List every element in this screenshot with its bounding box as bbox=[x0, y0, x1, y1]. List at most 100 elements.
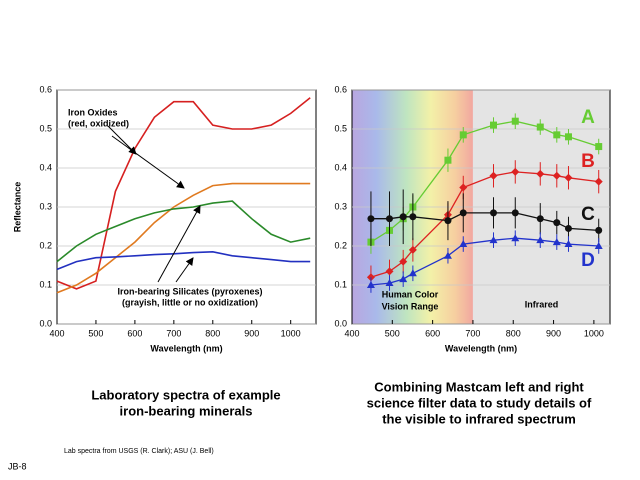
marker bbox=[385, 279, 394, 287]
marker bbox=[443, 251, 452, 259]
region-label: Vision Range bbox=[382, 301, 439, 311]
marker bbox=[594, 177, 603, 186]
marker bbox=[536, 123, 544, 131]
x-axis-label: Wavelength (nm) bbox=[445, 343, 517, 353]
annotation-arrow bbox=[107, 125, 137, 155]
series bbox=[56, 250, 311, 271]
x-tick-label: 600 bbox=[127, 328, 142, 338]
y-tick-label: 0.4 bbox=[334, 162, 347, 172]
x-tick-label: 700 bbox=[465, 328, 480, 338]
x-tick-label: 600 bbox=[425, 328, 440, 338]
series bbox=[366, 160, 603, 289]
slide-id: JB-8 bbox=[8, 461, 27, 471]
marker bbox=[511, 234, 520, 242]
y-tick-label: 0.5 bbox=[334, 123, 347, 133]
x-tick-label: 500 bbox=[385, 328, 400, 338]
y-tick-label: 0.1 bbox=[39, 279, 52, 289]
caption: the visible to infrared spectrum bbox=[382, 411, 576, 426]
x-tick-label: 1000 bbox=[584, 328, 604, 338]
marker bbox=[564, 173, 573, 182]
legend-label: A bbox=[581, 107, 595, 128]
x-tick-label: 800 bbox=[205, 328, 220, 338]
marker bbox=[511, 117, 519, 125]
marker bbox=[536, 169, 545, 178]
marker bbox=[536, 215, 544, 223]
marker bbox=[511, 167, 520, 176]
series bbox=[366, 230, 603, 293]
marker bbox=[552, 238, 561, 246]
marker bbox=[536, 236, 545, 244]
y-tick-label: 0.6 bbox=[334, 84, 347, 94]
legend-label: D bbox=[581, 250, 595, 271]
marker bbox=[408, 245, 417, 254]
caption: Combining Mastcam left and right bbox=[374, 379, 584, 394]
legend-label: B bbox=[581, 151, 595, 172]
x-tick-label: 800 bbox=[506, 328, 521, 338]
y-tick-label: 0.3 bbox=[334, 201, 347, 211]
series-line bbox=[56, 182, 311, 294]
series-line bbox=[56, 250, 311, 271]
region-label: Infrared bbox=[525, 299, 559, 309]
marker bbox=[564, 133, 572, 141]
annotation-arrow bbox=[157, 205, 201, 283]
annotation: Iron-bearing Silicates (pyroxenes) bbox=[117, 286, 262, 296]
x-tick-label: 400 bbox=[49, 328, 64, 338]
y-tick-label: 0.2 bbox=[334, 240, 347, 250]
series-line bbox=[56, 200, 311, 263]
caption: science filter data to study details of bbox=[367, 395, 592, 410]
series bbox=[367, 189, 603, 246]
marker bbox=[399, 257, 408, 266]
y-tick-label: 0.0 bbox=[39, 318, 52, 328]
series-line bbox=[56, 97, 311, 290]
y-tick-label: 0.0 bbox=[334, 318, 347, 328]
marker bbox=[489, 121, 497, 129]
x-tick-label: 900 bbox=[546, 328, 561, 338]
marker bbox=[552, 171, 561, 180]
annotation: Iron Oxides bbox=[68, 107, 118, 117]
series bbox=[56, 97, 311, 290]
marker bbox=[399, 275, 408, 283]
marker bbox=[444, 217, 452, 225]
marker bbox=[459, 240, 468, 248]
y-tick-label: 0.2 bbox=[39, 240, 52, 250]
annotation: (red, oxidized) bbox=[68, 118, 129, 128]
footnote: Lab spectra from USGS (R. Clark); ASU (J… bbox=[64, 448, 214, 455]
marker bbox=[511, 209, 519, 217]
marker bbox=[595, 226, 603, 234]
legend-label: C bbox=[581, 204, 595, 225]
marker bbox=[385, 215, 393, 223]
y-axis-label: Reflectance bbox=[12, 182, 22, 233]
marker bbox=[489, 209, 497, 217]
x-axis-label: Wavelength (nm) bbox=[150, 343, 222, 353]
x-tick-label: 400 bbox=[344, 328, 359, 338]
marker bbox=[408, 269, 417, 277]
marker bbox=[553, 219, 561, 227]
caption: iron-bearing minerals bbox=[120, 403, 253, 418]
marker bbox=[595, 143, 603, 151]
marker bbox=[399, 213, 407, 221]
annotation-arrow bbox=[175, 257, 194, 283]
marker bbox=[564, 240, 573, 248]
marker bbox=[594, 242, 603, 249]
marker bbox=[489, 171, 498, 180]
marker bbox=[489, 236, 498, 244]
marker bbox=[564, 224, 572, 232]
marker bbox=[367, 215, 375, 223]
x-tick-label: 500 bbox=[88, 328, 103, 338]
series bbox=[56, 200, 311, 263]
annotation: (grayish, little or no oxidization) bbox=[122, 297, 258, 307]
x-tick-label: 900 bbox=[244, 328, 259, 338]
marker bbox=[459, 183, 468, 192]
x-tick-label: 700 bbox=[166, 328, 181, 338]
annotation-arrow bbox=[111, 135, 185, 189]
caption: Laboratory spectra of example bbox=[91, 387, 280, 402]
x-tick-label: 1000 bbox=[281, 328, 301, 338]
y-tick-label: 0.1 bbox=[334, 279, 347, 289]
marker bbox=[553, 131, 561, 139]
marker bbox=[459, 209, 467, 217]
y-tick-label: 0.4 bbox=[39, 162, 52, 172]
marker bbox=[366, 281, 375, 288]
series bbox=[56, 182, 311, 294]
region-label: Human Color bbox=[382, 289, 439, 299]
